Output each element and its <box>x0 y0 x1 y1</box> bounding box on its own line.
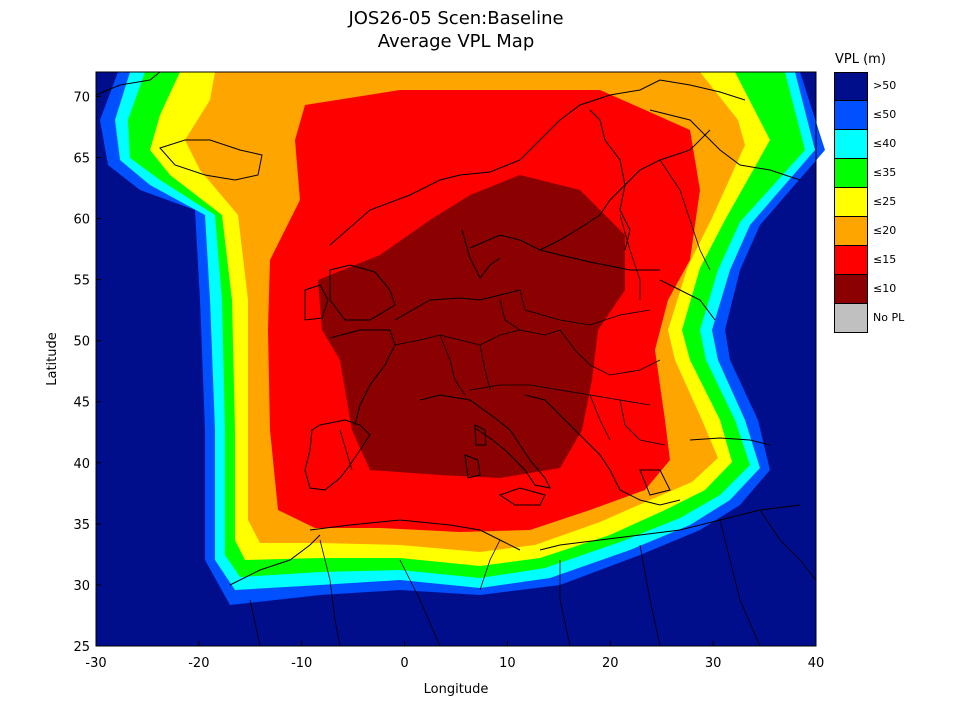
coastlines <box>95 71 801 586</box>
y-tick-label: 25 <box>73 640 90 655</box>
legend-item: ≤50 <box>834 101 954 130</box>
map-title: JOS26-05 Scen:Baseline <box>348 8 564 29</box>
legend-swatch <box>834 246 868 275</box>
legend-swatch <box>834 304 868 333</box>
legend-item: No PL <box>834 304 954 333</box>
legend-label: ≤20 <box>873 224 897 237</box>
y-tick-label: 55 <box>73 274 90 289</box>
legend-swatch <box>834 101 868 130</box>
y-axis-label: Latitude <box>45 332 60 386</box>
legend-item: ≤40 <box>834 130 954 159</box>
legend-item: >50 <box>834 72 954 101</box>
legend-label: ≤10 <box>873 282 897 295</box>
x-tick-label: -20 <box>188 656 209 671</box>
y-tick-label: 45 <box>73 396 90 411</box>
x-tick-label: 20 <box>602 656 619 671</box>
y-tick-label: 70 <box>73 90 90 105</box>
legend-label: ≤25 <box>873 195 897 208</box>
borders <box>249 159 817 647</box>
plot-frame <box>95 71 817 647</box>
legend: >50 ≤50 ≤40 ≤35 ≤25 ≤20 ≤15 ≤10 No PL <box>834 72 954 333</box>
legend-item: ≤35 <box>834 159 954 188</box>
x-axis-label: Longitude <box>424 682 489 697</box>
y-tick-label: 30 <box>73 579 90 594</box>
x-axis-ticks: -30 -20 -10 0 10 20 30 40 <box>85 641 824 671</box>
x-tick-label: 40 <box>808 656 825 671</box>
y-tick-label: 60 <box>73 213 90 228</box>
legend-label: ≤50 <box>873 108 897 121</box>
x-tick-label: 0 <box>400 656 408 671</box>
band-le10 <box>318 175 625 478</box>
y-tick-label: 65 <box>73 151 90 166</box>
legend-item: ≤15 <box>834 246 954 275</box>
coverage-contours <box>96 72 825 646</box>
legend-label: ≤40 <box>873 137 897 150</box>
legend-item: ≤20 <box>834 217 954 246</box>
legend-swatch <box>834 159 868 188</box>
legend-label: No PL <box>873 311 905 324</box>
x-tick-label: 10 <box>499 656 516 671</box>
y-tick-label: 50 <box>73 335 90 350</box>
map-subtitle: Average VPL Map <box>377 31 535 52</box>
legend-label: >50 <box>873 79 897 92</box>
x-tick-label: -30 <box>85 656 106 671</box>
legend-swatch <box>834 72 868 101</box>
legend-title: VPL (m) <box>835 52 886 67</box>
legend-swatch <box>834 130 868 159</box>
legend-swatch <box>834 275 868 304</box>
legend-swatch <box>834 188 868 217</box>
y-tick-label: 40 <box>73 457 90 472</box>
y-axis-ticks: 25 30 35 40 45 50 55 60 65 70 <box>73 90 101 655</box>
y-tick-label: 35 <box>73 518 90 533</box>
x-tick-label: 30 <box>705 656 722 671</box>
legend-label: ≤15 <box>873 253 897 266</box>
legend-item: ≤10 <box>834 275 954 304</box>
legend-item: ≤25 <box>834 188 954 217</box>
x-tick-label: -10 <box>291 656 312 671</box>
legend-label: ≤35 <box>873 166 897 179</box>
legend-swatch <box>834 217 868 246</box>
